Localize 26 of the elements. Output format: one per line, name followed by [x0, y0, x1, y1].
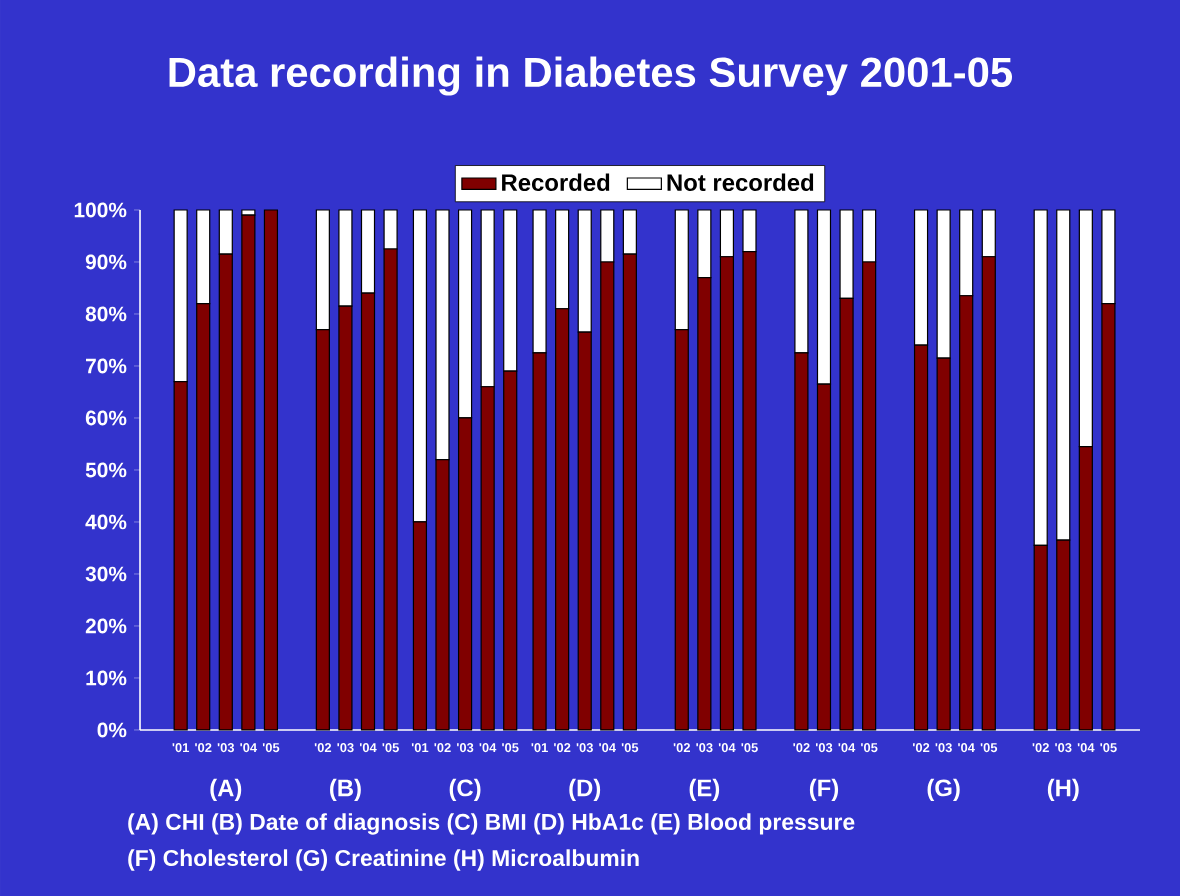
text: (A) — [210, 778, 242, 802]
chart-title: Data recording in Diabetes Survey 2001-05 — [169, 56, 1013, 96]
y-tick-label: 50% — [85, 462, 127, 478]
y-tick-label: 10% — [86, 670, 127, 686]
text: (F) Cholesterol (G) Creatinine (H) Microalbumin — [128, 849, 639, 871]
legend-label: Recorded — [502, 173, 610, 192]
y-tick-label: 20% — [85, 618, 127, 634]
text: (H) — [1047, 778, 1079, 802]
y-tick-label: 0% — [97, 722, 127, 738]
y-tick-label: 80% — [85, 306, 127, 322]
y-tick-label: 100% — [74, 202, 127, 218]
y-tick-label: 70% — [86, 358, 127, 374]
bar — [241, 214, 256, 731]
bar — [263, 209, 279, 731]
text: (G) — [927, 778, 960, 802]
y-tick-label: 60% — [85, 410, 127, 426]
text: (A) CHI (B) Date of diagnosis (C) BMI (D) HbA1c (E) Blood pressure — [128, 813, 855, 835]
text: (D) — [569, 778, 601, 802]
y-tick-label: 30% — [85, 566, 127, 582]
legend-label: Not recorded — [667, 173, 814, 192]
text: (F) — [809, 778, 839, 802]
y-tick-label: 40% — [85, 514, 127, 530]
text: (C) — [449, 778, 481, 802]
text: (E) — [689, 778, 720, 802]
text: (B) — [330, 778, 361, 802]
y-tick-label: 90% — [85, 254, 127, 270]
